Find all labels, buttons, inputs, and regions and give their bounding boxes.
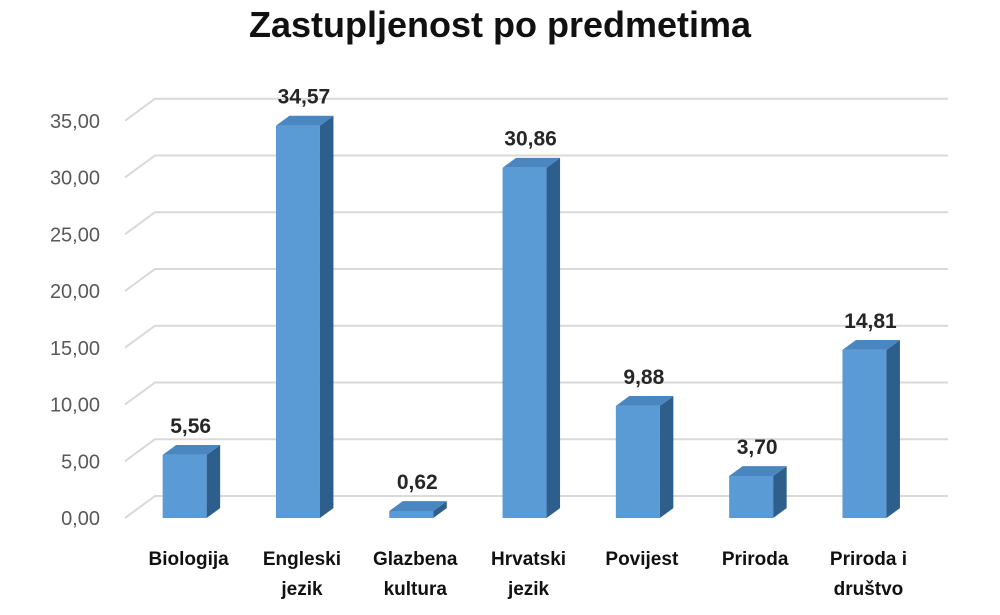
y-tick-label: 25,00 xyxy=(50,224,100,246)
bar-side xyxy=(319,115,334,518)
gridline xyxy=(124,97,948,122)
bar-front xyxy=(389,510,434,518)
category-label: Engleski jezik xyxy=(263,549,341,600)
bar xyxy=(275,115,334,519)
gridline xyxy=(124,211,948,236)
data-labels: 5,56 34,57 0,62 30,86 9,88 3,70 14,81 xyxy=(170,86,897,494)
y-tick-label: 20,00 xyxy=(50,281,100,303)
bar-side xyxy=(206,444,221,518)
bar-front xyxy=(502,167,547,518)
bar xyxy=(842,340,900,518)
bar-front xyxy=(275,125,320,519)
category-label: Povijest xyxy=(605,549,679,570)
gridline xyxy=(124,154,948,179)
bar-top xyxy=(842,340,900,350)
bar xyxy=(729,466,787,518)
bar-top xyxy=(729,466,787,477)
bar xyxy=(615,395,674,518)
y-axis-ticks: 0,00 5,00 10,00 15,00 20,00 25,00 30,00 35,00 xyxy=(50,111,100,530)
y-tick-label: 30,00 xyxy=(50,168,100,190)
bar-side xyxy=(886,340,900,518)
bar-side xyxy=(546,157,561,519)
y-tick-label: 0,00 xyxy=(61,508,100,530)
data-label: 34,57 xyxy=(278,86,331,109)
data-label: 0,62 xyxy=(397,471,438,494)
bar xyxy=(162,444,221,518)
category-label: Glazbena kultura xyxy=(373,549,458,600)
category-label: Priroda i društvo xyxy=(830,549,907,600)
bar-front xyxy=(729,476,774,518)
bar-front xyxy=(615,405,660,518)
bar-top xyxy=(389,501,447,511)
data-label: 5,56 xyxy=(170,415,211,438)
y-tick-label: 10,00 xyxy=(50,395,100,417)
bar-side xyxy=(659,395,674,518)
bar xyxy=(389,501,447,518)
y-tick-label: 35,00 xyxy=(50,111,100,133)
gridline xyxy=(124,324,948,349)
gridline xyxy=(124,438,948,463)
bar-top xyxy=(502,157,561,168)
y-tick-label: 15,00 xyxy=(50,338,100,360)
bar xyxy=(502,157,561,519)
gridline xyxy=(124,495,948,519)
category-label: Hrvatski jezik xyxy=(491,549,566,600)
bar-top xyxy=(162,444,221,455)
data-label: 30,86 xyxy=(504,128,557,151)
bar-front xyxy=(842,349,887,518)
bar-top xyxy=(615,395,674,406)
category-label: Biologija xyxy=(149,549,230,570)
bar-top xyxy=(275,115,334,126)
bar-side xyxy=(433,501,447,518)
category-label: Priroda xyxy=(722,549,789,570)
y-tick-label: 5,00 xyxy=(61,451,100,473)
bar-front xyxy=(162,454,207,518)
data-label: 9,88 xyxy=(623,366,664,389)
gridline xyxy=(124,268,948,292)
data-label: 3,70 xyxy=(737,436,778,459)
gridlines xyxy=(124,97,948,519)
bars xyxy=(162,115,900,519)
chart-title: Zastupljenost po predmetima xyxy=(248,4,752,45)
data-label: 14,81 xyxy=(844,310,897,333)
gridline xyxy=(124,381,948,406)
bar-side xyxy=(773,466,787,518)
x-axis-categories: Biologija Engleski jezik Glazbena kultura Hrv… xyxy=(149,549,907,600)
